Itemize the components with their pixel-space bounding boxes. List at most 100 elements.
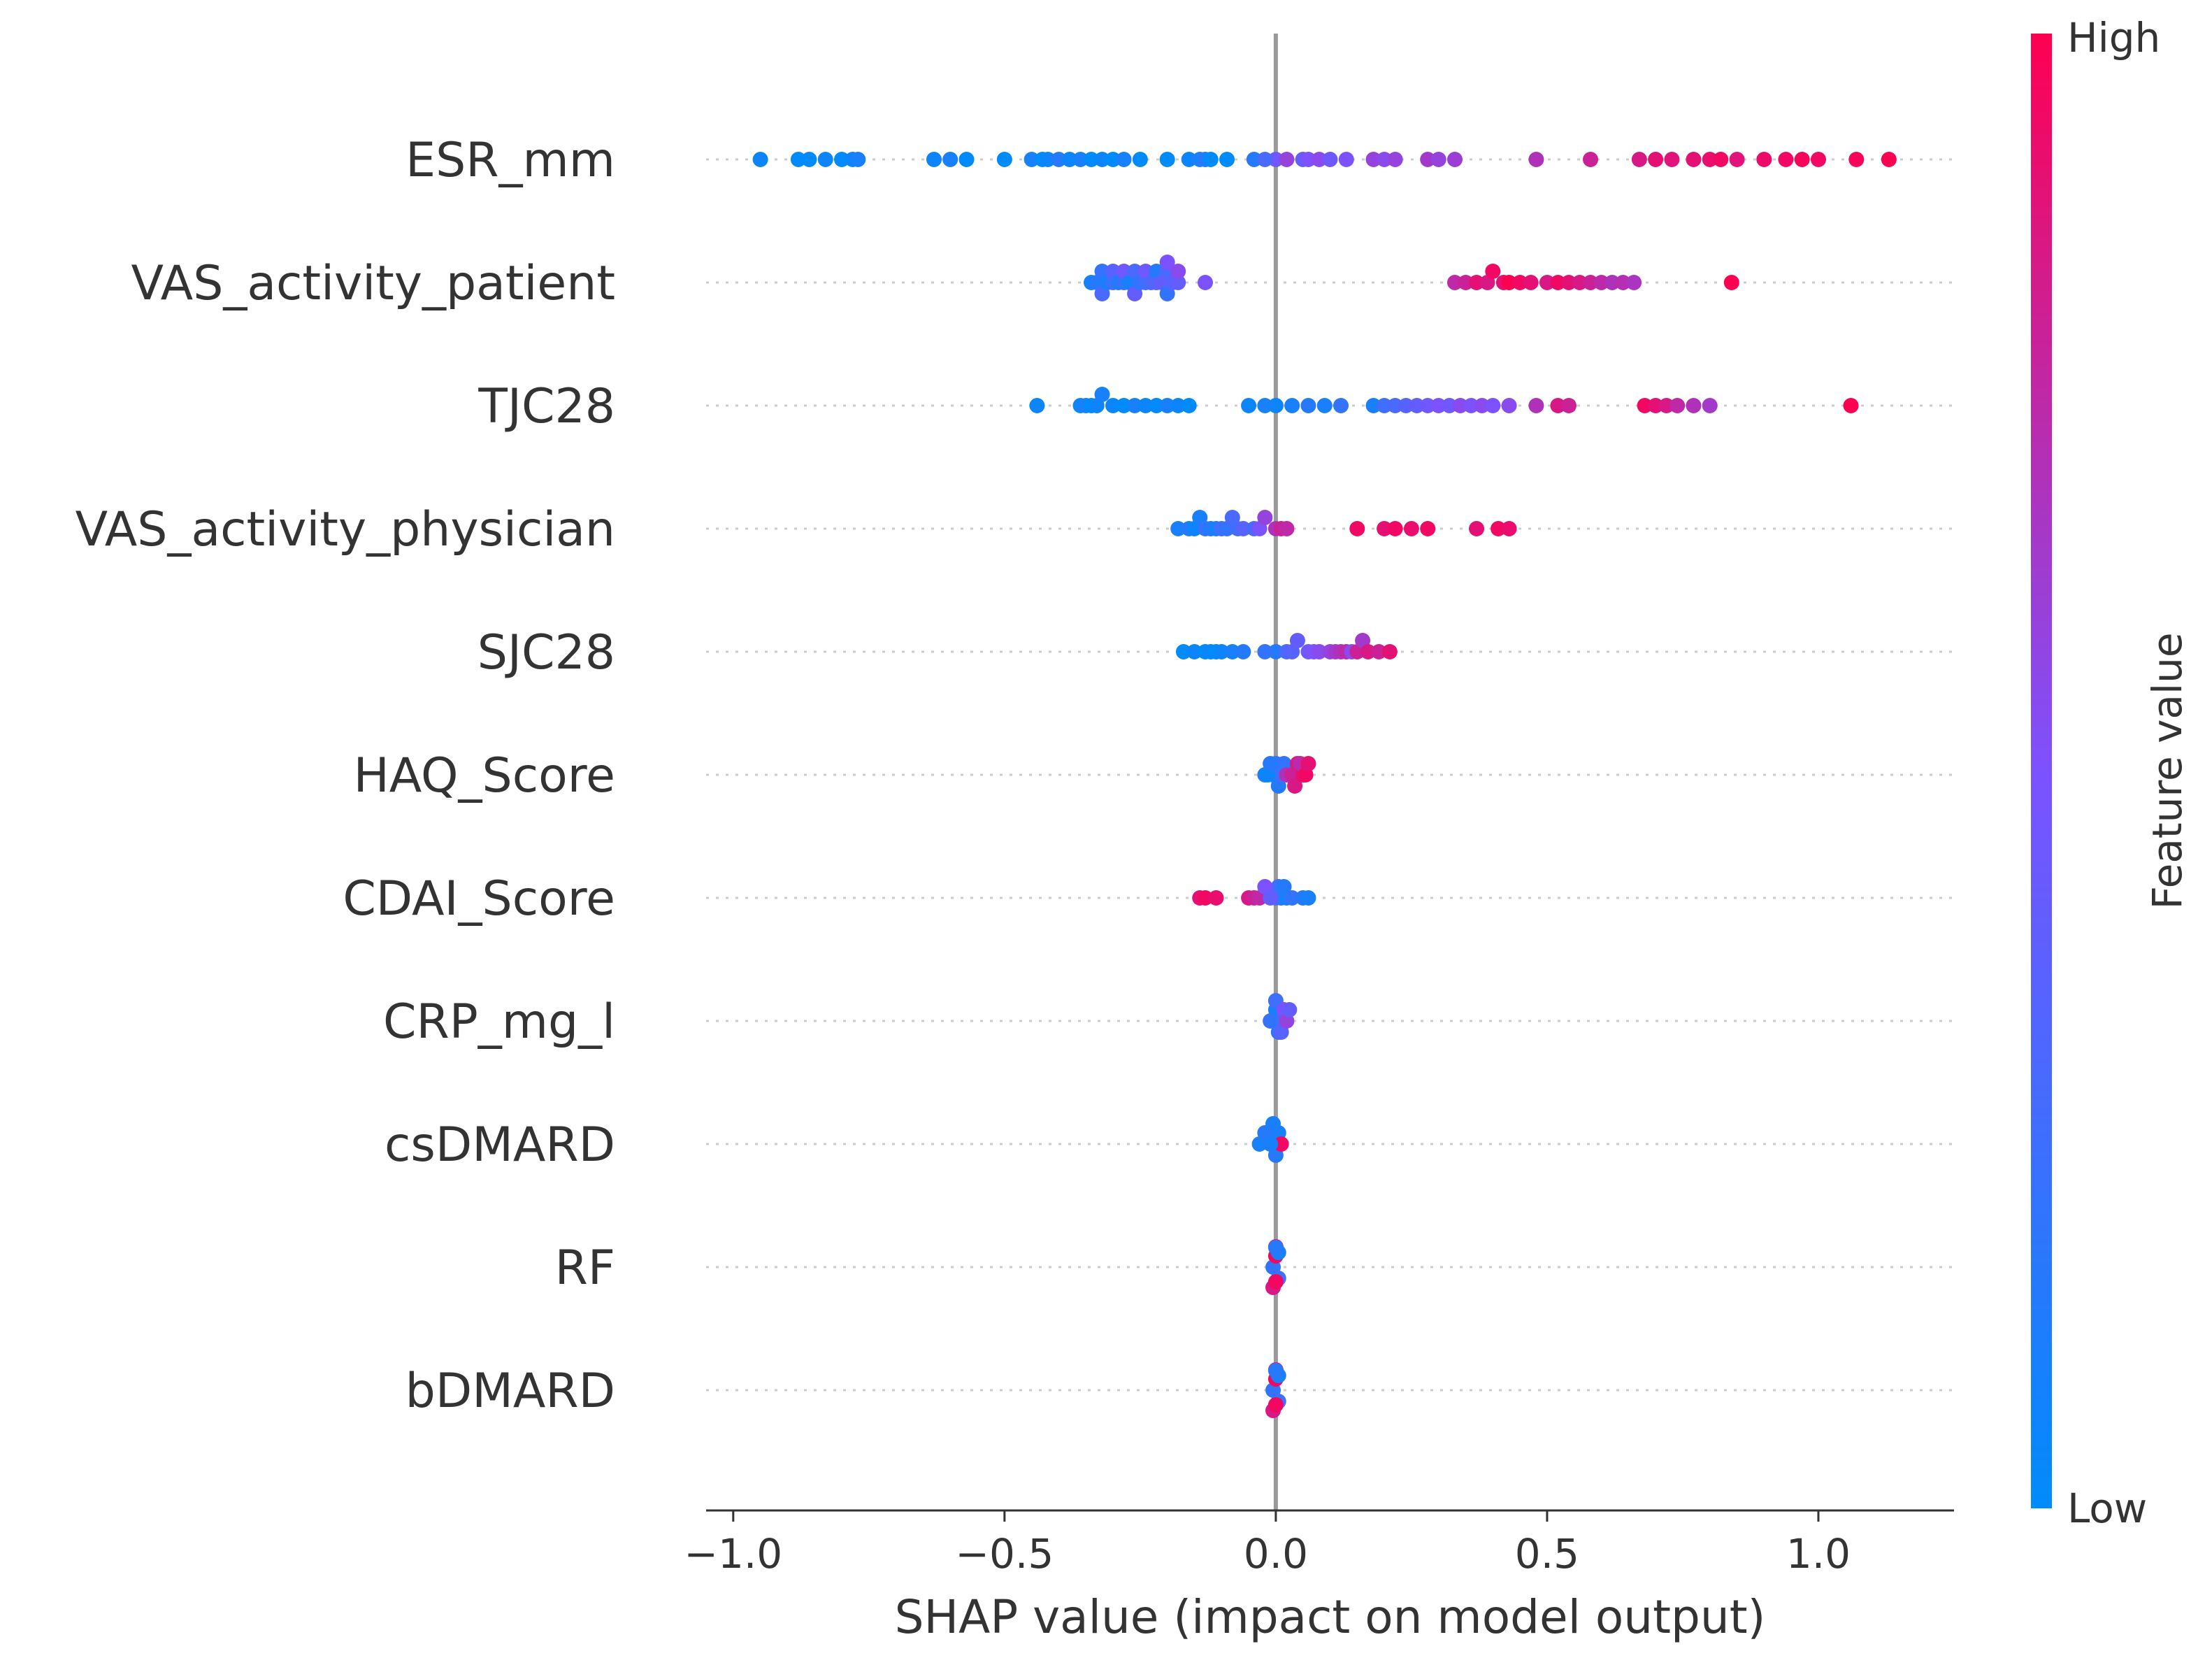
x-tick-label: −1.0 [684,1530,782,1578]
shap-point [1263,1136,1279,1152]
shap-point [752,152,768,167]
shap-point [1061,152,1077,167]
shap-point [1170,264,1186,279]
shap-point [1469,275,1485,290]
shap-point [790,152,806,167]
shap-point [1263,756,1279,771]
feature-label: ESR_mm [405,133,615,188]
shap-point [1365,152,1381,167]
x-axis-ticks: −1.0 −0.5 0.0 0.5 1.0 [684,1510,1851,1578]
shap-point [1377,521,1393,536]
shap-point [1287,778,1303,794]
shap-point [1501,521,1517,536]
shap-point [1615,275,1631,290]
shap-point [1300,152,1316,167]
shap-point [1116,152,1132,167]
x-tick-label: 1.0 [1786,1530,1851,1578]
shap-point [1365,398,1381,413]
x-axis-label: SHAP value (impact on model output) [895,1590,1766,1644]
shap-point [1550,275,1566,290]
shap-point [1127,398,1143,413]
shap-point [1447,275,1463,290]
shap-point [1713,152,1729,167]
shap-point [1371,644,1387,659]
shap-point [1756,152,1772,167]
feature-label: SJC28 [477,625,615,680]
shap-point [1528,398,1544,413]
shap-point [1637,398,1653,413]
shap-point [1198,890,1213,906]
shap-point [1702,398,1718,413]
shap-point [1377,152,1393,167]
x-tick-label: −0.5 [955,1530,1054,1578]
shap-point [1648,152,1664,167]
shap-point [1300,890,1316,906]
shap-point [1267,398,1284,413]
shap-point [850,152,866,167]
feature-label: TJC28 [477,379,615,434]
shap-point [1723,275,1739,290]
shap-point [1403,521,1419,536]
shap-point [1214,644,1230,659]
shap-point [1420,521,1436,536]
shap-point [1501,398,1517,413]
colorbar-high-label: High [2067,14,2160,62]
shap-point [1778,152,1794,167]
shap-point [1550,398,1566,413]
shap-point [1333,398,1349,413]
shap-point [1105,152,1121,167]
shap-point [1631,152,1647,167]
shap-point [1658,398,1674,413]
shap-point [1572,275,1588,290]
shap-point [1442,398,1458,413]
shap-point [942,152,958,167]
x-tick-label: 0.5 [1515,1530,1579,1578]
shap-point [1398,398,1414,413]
shap-point [1040,152,1056,167]
shap-point [1377,398,1393,413]
shap-point [1702,152,1718,167]
shap-point [1458,275,1474,290]
shap-point [1267,1363,1284,1378]
shap-point [1051,152,1067,167]
shap-point [1267,1397,1284,1413]
shap-point [1843,398,1859,413]
shap-point [1267,152,1284,167]
shap-point [1316,398,1333,413]
shap-point [801,152,817,167]
shap-point [1159,152,1175,167]
shap-point [1257,644,1273,659]
shap-point [1387,398,1403,413]
shap-point [1279,152,1295,167]
shap-point [1360,644,1376,659]
shap-point [1528,152,1544,167]
shap-point [1202,152,1219,167]
shap-point [1485,264,1501,279]
shap-point [1322,152,1338,167]
shap-point [1186,644,1202,659]
shap-point [1105,398,1121,413]
shap-point [1159,255,1175,270]
shap-point [1257,510,1273,525]
feature-label: CDAI_Score [343,871,615,927]
shap-point [1289,633,1305,648]
shap-point [1539,275,1555,290]
shap-point [1430,152,1446,167]
row-guide-lines [706,158,1954,1392]
feature-labels: ESR_mm VAS_activity_patient TJC28 VAS_activ… [76,133,615,1419]
shap-point [834,152,850,167]
shap-point [1224,644,1240,659]
shap-point [1338,152,1354,167]
shap-point [1246,152,1262,167]
shap-point [1512,275,1528,290]
shap-point [1263,1013,1279,1029]
shap-point [1257,152,1273,167]
shap-point [1349,521,1365,536]
shap-point [1686,152,1702,167]
shap-point [1474,398,1490,413]
shap-point [1409,398,1425,413]
shap-point [958,152,975,167]
shap-point [1583,275,1599,290]
shap-point [1263,890,1279,906]
